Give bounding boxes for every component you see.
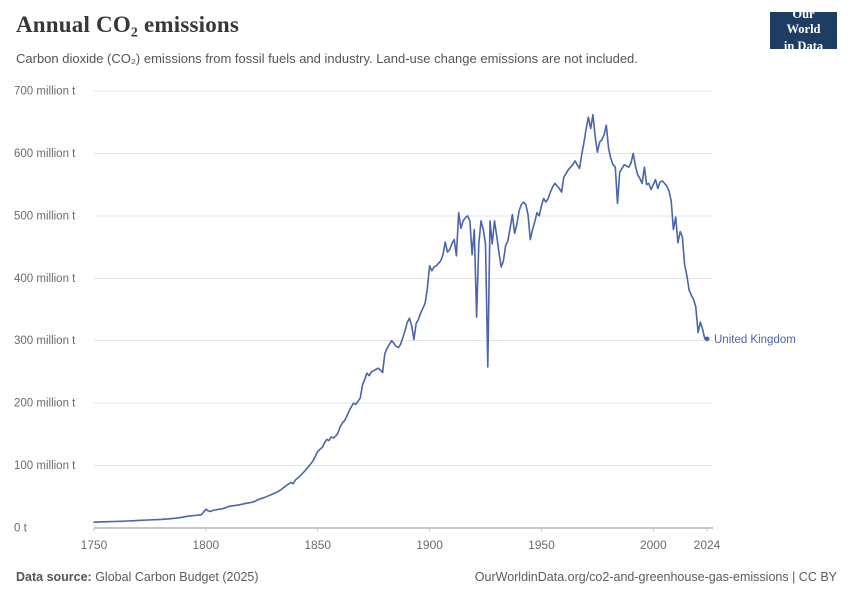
y-tick-label: 500 million t (14, 210, 76, 222)
data-source: Data source: Global Carbon Budget (2025) (16, 570, 259, 584)
owid-logo-line1: Our World (786, 7, 821, 36)
x-tick-label: 1800 (193, 538, 220, 552)
y-tick-label: 100 million t (14, 460, 76, 472)
data-source-label: Data source: (16, 570, 92, 584)
data-source-value: Global Carbon Budget (2025) (91, 570, 259, 584)
owid-logo-line2: in Data (783, 39, 824, 54)
y-tick-label: 300 million t (14, 335, 76, 347)
x-tick-label: 1900 (416, 538, 443, 552)
x-tick-label: 1750 (81, 538, 108, 552)
y-tick-label: 600 million t (14, 148, 76, 160)
x-tick-label: 1850 (304, 538, 331, 552)
x-tick-label: 1950 (528, 538, 555, 552)
footer-citation-link[interactable]: OurWorldinData.org/co2-and-greenhouse-ga… (474, 570, 837, 584)
x-tick-label: 2000 (640, 538, 667, 552)
owid-logo[interactable]: Our World in Data (770, 7, 837, 53)
x-tick-label: 2024 (694, 538, 721, 552)
series-entity-label[interactable]: United Kingdom (714, 334, 796, 346)
y-tick-label: 700 million t (14, 86, 76, 98)
y-tick-label: 0 t (14, 523, 28, 535)
series-line-united-kingdom[interactable] (93, 113, 708, 524)
chart-title: Annual CO₂ emissions (16, 12, 240, 37)
y-tick-label: 400 million t (14, 273, 76, 285)
chart-subtitle: Carbon dioxide (CO₂) emissions from foss… (16, 51, 638, 66)
y-tick-label: 200 million t (14, 398, 76, 410)
series-end-marker (704, 336, 710, 342)
